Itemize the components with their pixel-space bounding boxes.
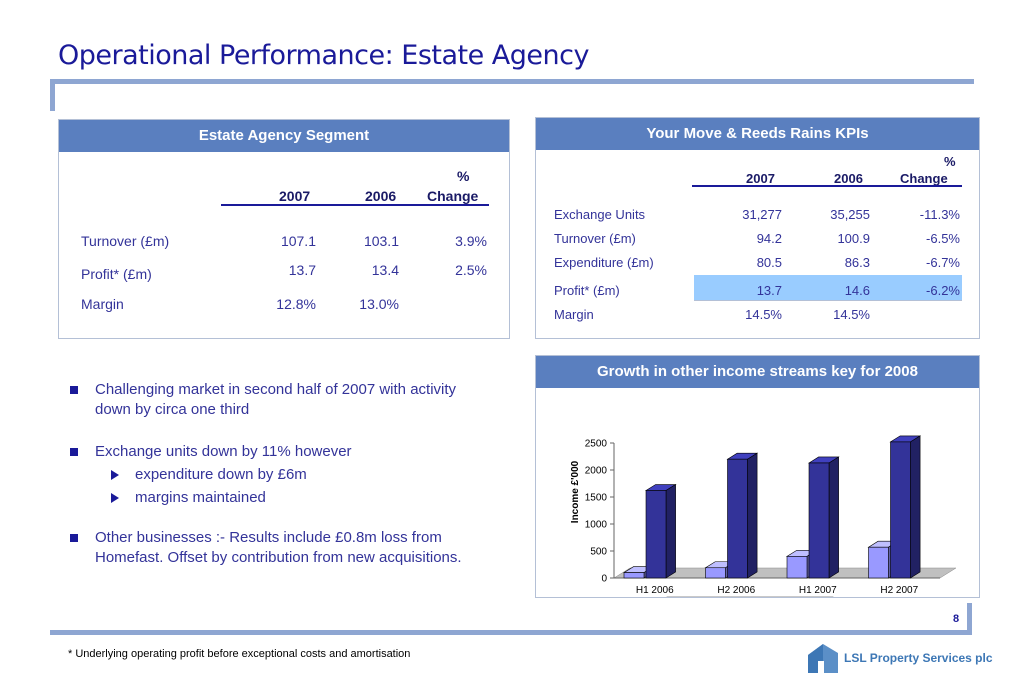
sub-bullet-item: expenditure down by £6m	[68, 465, 508, 485]
kpi-header: Your Move & Reeds Rains KPIs	[536, 118, 979, 150]
kpi-panel: Your Move & Reeds Rains KPIs % 2007 2006…	[535, 117, 980, 339]
row-2006: 13.0%	[359, 296, 399, 312]
bar	[727, 458, 748, 579]
company-logo: LSL Property Services plc	[806, 641, 993, 675]
kpi-row-divider	[694, 300, 962, 301]
bullet-item: Other businesses :- Results include £0.8…	[68, 528, 488, 568]
bullet-text: Other businesses :- Results include £0.8…	[95, 529, 462, 566]
row-change: 2.5%	[455, 262, 487, 278]
row-2007: 13.7	[756, 283, 782, 298]
row-label: Profit* (£m)	[554, 283, 620, 298]
row-label: Margin	[81, 296, 124, 312]
y-tick-label: 2500	[585, 439, 608, 450]
chart-ylabel: Income £'000	[570, 460, 581, 523]
page-number: 8	[953, 613, 960, 625]
x-tick-label: H2 2007	[880, 585, 918, 596]
row-2007: 107.1	[280, 233, 316, 249]
chart-panel: Growth in other income streams key for 2…	[535, 355, 980, 598]
row-change: 3.9%	[455, 233, 487, 249]
bullet-item: Exchange units down by 11% however	[68, 442, 508, 462]
row-2006: 13.4	[371, 262, 399, 278]
bullet-square-icon	[70, 386, 78, 394]
row-2006: 86.3	[844, 255, 870, 270]
x-tick-label: H1 2006	[636, 585, 674, 596]
bar	[623, 572, 645, 579]
bar-side	[665, 483, 676, 579]
bullet-square-icon	[70, 534, 78, 542]
logo-text: LSL Property Services plc	[844, 651, 993, 665]
sub-bullet-text: margins maintained	[135, 489, 266, 506]
row-2006: 14.5%	[833, 307, 870, 322]
y-tick-label: 1500	[585, 493, 608, 504]
segment-col-2006: 2006	[365, 188, 397, 204]
row-change: -6.5%	[926, 231, 960, 246]
row-label: Turnover (£m)	[554, 231, 636, 246]
row-2007: 31,277	[742, 207, 782, 222]
kpi-col-pct: %	[944, 154, 956, 169]
bar	[808, 462, 830, 579]
y-tick-label: 1000	[585, 520, 608, 531]
house-logo-icon	[808, 644, 838, 673]
title-rule-left	[50, 79, 55, 111]
kpi-header-underline	[692, 185, 962, 187]
segment-header-underline	[221, 204, 489, 206]
row-2006: 35,255	[830, 207, 870, 222]
sub-bullet-text: expenditure down by £6m	[135, 466, 307, 483]
bullet-list: Challenging market in second half of 200…	[68, 380, 508, 568]
row-2006: 100.9	[837, 231, 870, 246]
segment-header: Estate Agency Segment	[59, 120, 509, 152]
bullet-square-icon	[70, 448, 78, 456]
row-label: Expenditure (£m)	[554, 255, 654, 270]
kpi-col-change: Change	[900, 171, 948, 186]
row-label: Exchange Units	[554, 207, 646, 222]
row-2007: 14.5%	[745, 307, 782, 322]
bar	[786, 556, 808, 579]
row-change: -6.2%	[926, 283, 960, 298]
x-tick-label: H2 2006	[717, 585, 755, 596]
row-2007: 13.7	[288, 262, 316, 278]
row-label: Margin	[554, 307, 594, 322]
bar-side	[747, 452, 758, 579]
bar	[890, 441, 911, 579]
y-tick-label: 500	[590, 547, 607, 558]
segment-col-pct: %	[457, 168, 470, 184]
row-2007: 94.2	[756, 231, 782, 246]
kpi-col-2006: 2006	[834, 171, 863, 186]
footnote: * Underlying operating profit before exc…	[68, 648, 411, 660]
bar-side	[828, 456, 839, 579]
row-2006: 103.1	[363, 233, 399, 249]
footer-rule-right	[967, 603, 972, 635]
bar	[705, 567, 726, 579]
row-2007: 12.8%	[276, 296, 316, 312]
title-rule	[50, 79, 974, 84]
segment-col-change: Change	[427, 188, 479, 204]
bar	[645, 490, 667, 579]
income-chart: 0 500 1000 1500 2000 2500 H1 2006 H2 2006 H1 200…	[570, 435, 957, 597]
row-change: -6.7%	[926, 255, 960, 270]
y-tick-label: 2000	[585, 466, 608, 477]
x-tick-label: H1 2007	[799, 585, 837, 596]
chart-header: Growth in other income streams key for 2…	[536, 356, 979, 388]
bullet-text: Exchange units down by 11% however	[95, 443, 352, 460]
row-2007: 80.5	[756, 255, 782, 270]
segment-col-2007: 2007	[279, 188, 311, 204]
kpi-col-2007: 2007	[746, 171, 775, 186]
bullet-text: Challenging market in second half of 200…	[95, 381, 457, 418]
row-label: Profit* (£m)	[81, 266, 152, 282]
row-2006: 14.6	[844, 283, 870, 298]
triangle-bullet-icon	[111, 493, 119, 503]
sub-bullet-item: margins maintained	[68, 488, 508, 508]
page-title: Operational Performance: Estate Agency	[58, 40, 589, 71]
row-change: -11.3%	[919, 207, 960, 222]
row-label: Turnover (£m)	[81, 233, 170, 249]
kpi-highlight-row	[694, 275, 962, 300]
bar-side	[910, 435, 921, 579]
footer-rule	[50, 630, 972, 635]
segment-panel: Estate Agency Segment % 2007 2006 Change…	[58, 119, 510, 339]
bar	[868, 546, 889, 579]
y-tick-label: 0	[601, 574, 607, 585]
triangle-bullet-icon	[111, 470, 119, 480]
bullet-item: Challenging market in second half of 200…	[68, 380, 468, 420]
